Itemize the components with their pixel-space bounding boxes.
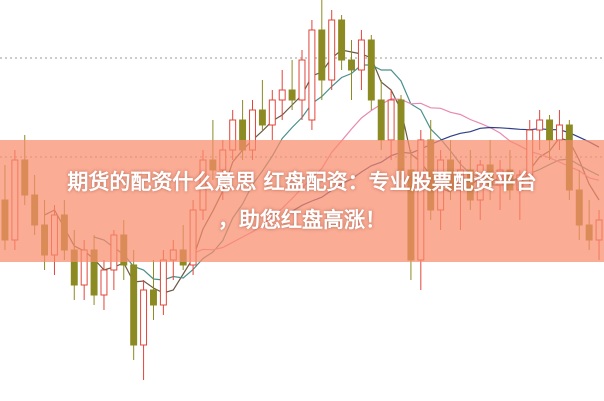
candle [278,70,286,120]
candle-body [536,119,544,131]
candle [357,30,365,90]
candle-body [100,269,108,296]
candle-body [140,289,148,346]
candle [268,90,276,140]
candle-body [278,89,286,101]
candle [140,280,148,380]
candle [288,60,296,110]
candle-body [288,89,296,101]
candle [130,250,138,360]
candle-body [555,124,563,141]
headline: 期货的配资什么意思 红盘配资：专业股票配资平台 ，助您红盘高涨！ [0,163,604,239]
candle [318,0,326,100]
candle [308,20,316,130]
candle-body [159,259,167,306]
candle [348,40,355,100]
candle-body [328,19,336,81]
candle-body [377,99,385,141]
candle-body [348,59,355,71]
candle [367,35,375,110]
headline-line-1: 期货的配资什么意思 红盘配资：专业股票配资平台 [67,170,537,194]
candle-body [298,59,306,101]
candle-body [546,119,554,141]
headline-line-2: ，助您红盘高涨！ [218,208,386,232]
candle [100,260,108,310]
candle-body [268,99,276,126]
candle [298,50,306,120]
candle-body [258,109,266,126]
candle-body [318,29,326,81]
candle-body [387,99,395,141]
candle-body [357,39,365,71]
candle-body [308,29,316,121]
candle [328,10,336,90]
candle-body [367,39,375,101]
candle-body [130,264,138,346]
candle [258,80,266,130]
candle [338,15,346,70]
headline-banner [0,140,604,262]
candle [150,260,157,320]
candle-body [150,289,157,306]
candle-body [338,19,346,61]
